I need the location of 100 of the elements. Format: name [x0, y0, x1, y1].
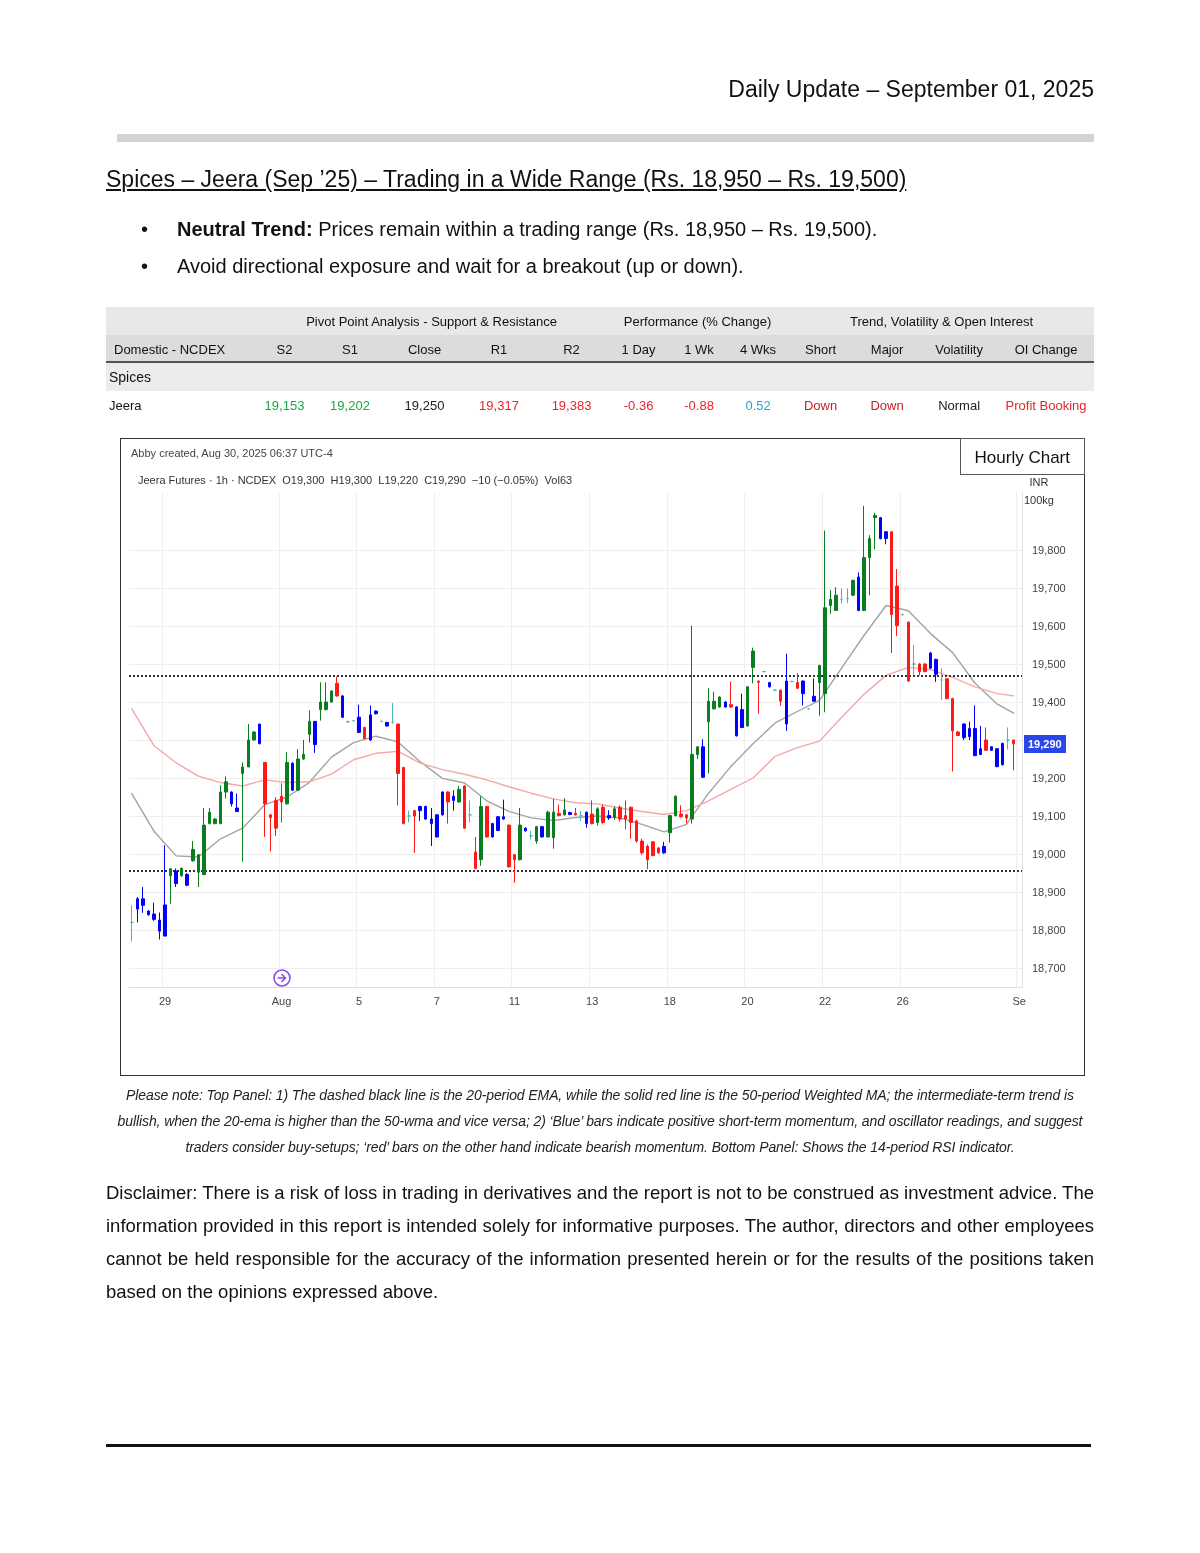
candlestick [812, 677, 816, 703]
line-series [131, 666, 1015, 816]
candlestick [557, 804, 561, 817]
candlestick [363, 726, 366, 740]
candlestick [313, 720, 317, 754]
candlestick [962, 722, 966, 741]
candlestick [640, 838, 644, 856]
candlestick [840, 587, 843, 605]
candlestick [895, 568, 899, 637]
category-label: S2 [275, 340, 294, 359]
candlestick [968, 721, 971, 741]
candlestick [252, 730, 256, 742]
candlestick [258, 723, 261, 746]
text: Please note: Top Panel: 1) The dashed black line is the 20-period EMA, while the solid red line is the 50-period Weighted MA; the intermediate-term trend is bullish, when the 20-ema is higher than the 50-wma and vice versa; 2) ‘Blue’ bars indicate positive short-term momentum, and oscillator readings, and suggest traders consider buy-setups; ‘red’ bars on the other hand indicate bearish momentum. Bottom Panel: Shows the 14-period RSI indicator. [116, 1086, 1084, 1157]
candlestick [413, 809, 416, 854]
candlestick [729, 680, 733, 709]
candlestick [418, 805, 422, 822]
text: 19,250 [404, 397, 445, 413]
candlestick [468, 799, 472, 823]
category-label: Short [804, 340, 838, 359]
candlestick [851, 579, 855, 597]
candlestick [724, 700, 727, 709]
candlestick [446, 790, 450, 825]
candlestick [247, 723, 250, 768]
candlestick [690, 625, 694, 825]
candlestick [197, 853, 200, 888]
candlestick [136, 896, 139, 923]
text: -0.88 [684, 397, 714, 413]
x-tick-label: 13 [586, 994, 599, 1007]
text: Down [870, 397, 904, 413]
text: 19,153 [264, 397, 305, 413]
category-label: S1 [341, 340, 359, 359]
text: Domestic - NCDEX [113, 340, 227, 359]
x-tick-label: 7 [433, 994, 440, 1007]
candlestick [884, 530, 888, 545]
candlestick [230, 790, 233, 807]
text: Profit Booking [1005, 397, 1087, 413]
candlestick [174, 867, 178, 888]
candlestick [1006, 726, 1010, 750]
candlestick [823, 530, 827, 713]
candlestick [785, 653, 788, 732]
x-tick-label: 18 [663, 994, 676, 1007]
candlestick [491, 822, 494, 839]
candlestick [585, 810, 588, 829]
candlestick [651, 840, 655, 857]
candlestick [607, 809, 611, 821]
candlestick [452, 789, 455, 812]
x-tick-label: 20 [741, 994, 754, 1007]
x-tick-label: 29 [158, 994, 172, 1007]
y-tick-label: 19,700 [1032, 582, 1066, 594]
candlestick [402, 766, 405, 825]
candlestick [796, 672, 799, 690]
candlestick [169, 867, 172, 905]
candlestick [374, 709, 378, 716]
y-tick-label: 18,700 [1032, 962, 1066, 974]
candlestick [369, 704, 372, 742]
category-label: R2 [562, 340, 581, 359]
candlestick [951, 697, 954, 773]
candlestick [235, 793, 239, 813]
candlestick [291, 761, 294, 792]
category-label: R1 [489, 340, 509, 359]
candlestick [513, 853, 516, 884]
candlestick [590, 799, 594, 825]
candlestick [934, 658, 938, 683]
candlestick [918, 662, 921, 676]
candlestick [846, 587, 849, 604]
text: Daily Update – September 01, 2025 [728, 76, 1094, 103]
candlestick [945, 677, 949, 700]
candlestick [768, 681, 771, 689]
y-axis-title: INR 100kg [1024, 476, 1054, 506]
candlestick [341, 694, 344, 719]
candlestick [180, 866, 183, 878]
candlestick [1001, 742, 1004, 766]
candlestick [385, 721, 389, 728]
candlestick [357, 704, 361, 734]
candlestick [668, 814, 672, 844]
candlestick [535, 825, 538, 845]
candlestick [479, 795, 483, 867]
x-tick-label: 11 [508, 994, 521, 1007]
chart-title: Hourly Chart [959, 438, 1085, 475]
y-tick-label: 19,400 [1032, 696, 1066, 708]
candlestick [568, 811, 572, 816]
candlestick [213, 817, 217, 825]
candlestick [263, 761, 267, 838]
y-tick-label: 18,800 [1032, 924, 1066, 936]
candlestick [718, 695, 721, 709]
candlestick [940, 667, 943, 701]
candlestick [990, 745, 993, 752]
candlestick [735, 705, 738, 738]
candlestick [707, 687, 710, 774]
line-series [131, 604, 1015, 858]
candlestick [152, 902, 156, 922]
candlestick [862, 505, 866, 612]
candlestick [141, 886, 145, 914]
candlestick [330, 689, 333, 704]
candlestick [540, 825, 544, 839]
candlestick [818, 664, 821, 717]
candlestick [679, 804, 683, 819]
candlestick [163, 844, 167, 937]
candlestick [185, 872, 189, 887]
